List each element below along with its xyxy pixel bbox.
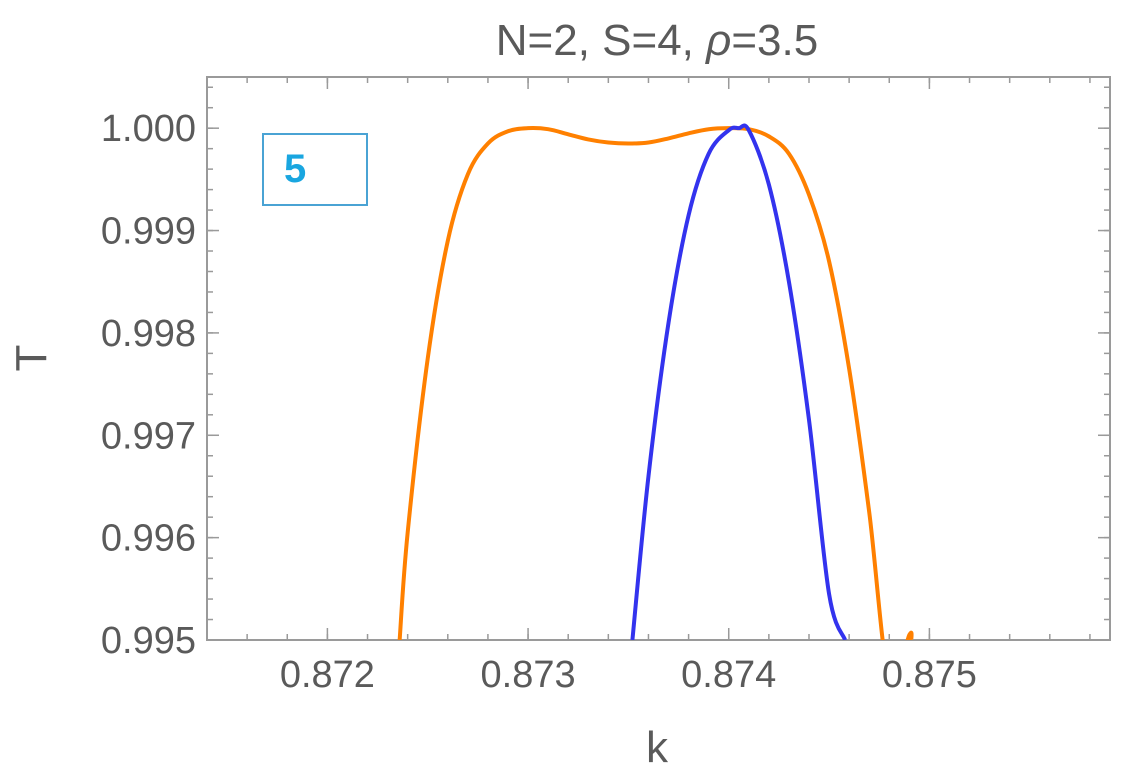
x-tick-label: 0.874 <box>681 654 776 696</box>
panel-label-box: 5 <box>262 133 368 206</box>
x-tick-label: 0.875 <box>882 654 977 696</box>
series-layer <box>397 123 914 640</box>
chart-title-part: =3.5 <box>731 16 818 65</box>
axis-ticks <box>206 77 1110 641</box>
x-tick-label: 0.872 <box>280 654 375 696</box>
chart-title-greek: ρ <box>704 16 731 65</box>
series-line-blue <box>630 123 848 640</box>
y-axis-title: T <box>7 345 56 372</box>
chart-title-part: N=2, S=4, <box>496 16 706 65</box>
tick-labels: 0.872 0.873 0.874 0.875 0.995 0.996 0.997 0.998… <box>101 108 977 696</box>
series-line-orange <box>397 126 914 640</box>
plot-frame <box>206 76 1111 641</box>
y-tick-label: 0.995 <box>101 620 196 662</box>
y-tick-label: 1.000 <box>101 108 196 150</box>
chart-title: N=2, S=4, ρ=3.5 <box>496 16 818 65</box>
y-tick-label: 0.998 <box>101 313 196 355</box>
x-axis-title: k <box>646 723 669 772</box>
y-tick-label: 0.996 <box>101 518 196 560</box>
x-tick-label: 0.873 <box>481 654 576 696</box>
panel-label: 5 <box>284 147 307 191</box>
y-tick-label: 0.999 <box>101 211 196 253</box>
y-tick-label: 0.997 <box>101 415 196 457</box>
